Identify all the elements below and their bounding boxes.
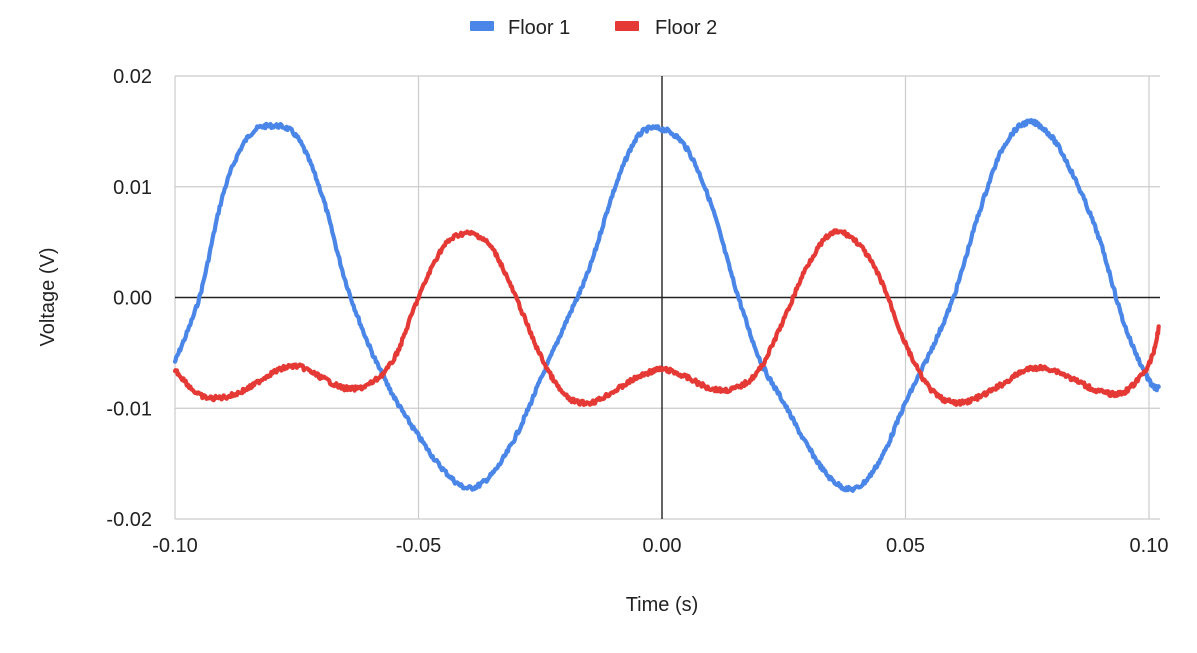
x-tick-label: -0.10 (152, 535, 198, 557)
y-tick-label: 0.02 (113, 66, 152, 88)
legend-swatch-floor-2 (615, 21, 639, 31)
y-tick-labels: -0.02 -0.01 0.00 0.01 0.02 (106, 66, 152, 531)
y-tick-label: 0.00 (113, 288, 152, 310)
legend: Floor 1 Floor 2 (470, 17, 717, 39)
x-tick-label: -0.05 (396, 535, 442, 557)
legend-label-floor-2: Floor 2 (655, 17, 717, 39)
series-lines (172, 118, 1161, 493)
series-line-floor-2 (172, 228, 1161, 407)
y-tick-label: 0.01 (113, 177, 152, 199)
legend-label-floor-1: Floor 1 (508, 17, 570, 39)
legend-swatch-floor-1 (470, 21, 494, 31)
y-axis-title: Voltage (V) (37, 248, 59, 347)
series-line-floor-1 (172, 118, 1161, 493)
x-tick-label: 0.00 (643, 535, 682, 557)
y-tick-label: -0.02 (106, 509, 152, 531)
x-tick-label: 0.05 (886, 535, 925, 557)
x-tick-label: 0.10 (1130, 535, 1169, 557)
y-tick-label: -0.01 (106, 398, 152, 420)
zero-axes (175, 76, 1160, 519)
x-axis-title: Time (s) (626, 594, 699, 616)
x-tick-labels: -0.10 -0.05 0.00 0.05 0.10 (152, 535, 1168, 557)
